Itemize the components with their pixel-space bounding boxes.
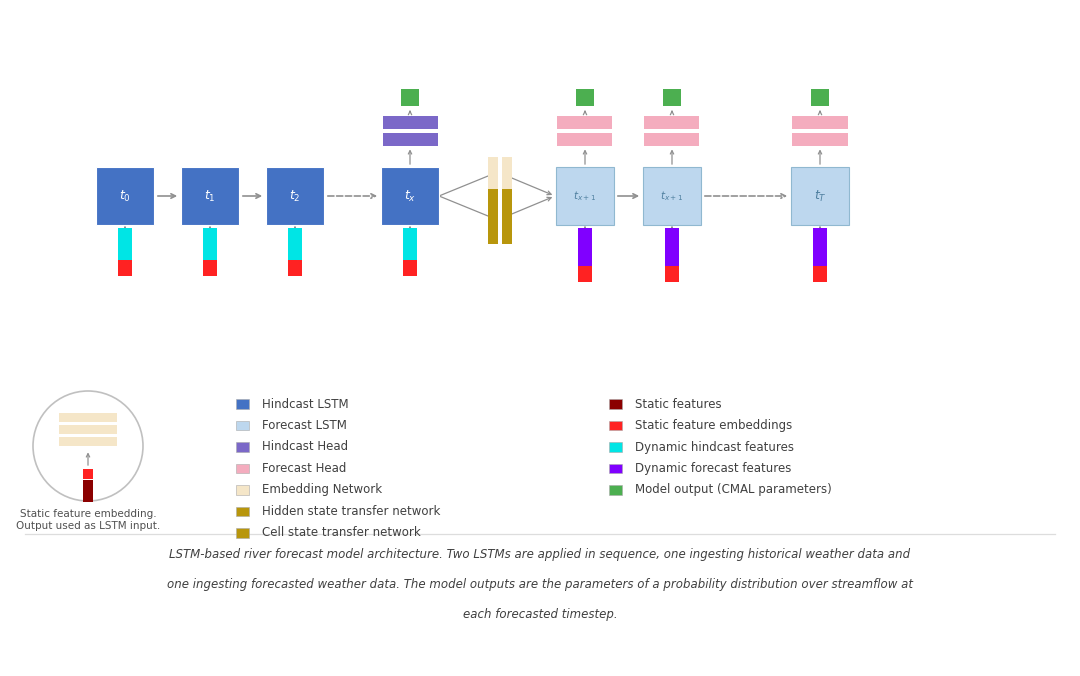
FancyBboxPatch shape (608, 443, 621, 452)
FancyBboxPatch shape (83, 469, 93, 479)
FancyBboxPatch shape (59, 425, 117, 433)
Text: one ingesting forecasted weather data. The model outputs are the parameters of a: one ingesting forecasted weather data. T… (167, 578, 913, 591)
FancyBboxPatch shape (663, 89, 680, 106)
FancyBboxPatch shape (235, 529, 248, 537)
Text: Cell state transfer network: Cell state transfer network (262, 527, 421, 539)
Text: $t_{x+1}$: $t_{x+1}$ (573, 189, 596, 203)
Text: each forecasted timestep.: each forecasted timestep. (462, 608, 618, 621)
FancyBboxPatch shape (811, 89, 828, 106)
FancyBboxPatch shape (266, 167, 324, 225)
FancyBboxPatch shape (235, 464, 248, 473)
Text: Hindcast LSTM: Hindcast LSTM (262, 397, 349, 410)
FancyBboxPatch shape (181, 167, 239, 225)
Text: Forecast Head: Forecast Head (262, 462, 347, 475)
FancyBboxPatch shape (235, 421, 248, 430)
Text: Embedding Network: Embedding Network (262, 483, 382, 496)
FancyBboxPatch shape (645, 116, 700, 128)
FancyBboxPatch shape (577, 89, 594, 106)
Text: $t_0$: $t_0$ (119, 189, 131, 203)
Text: Hindcast Head: Hindcast Head (262, 441, 348, 454)
FancyBboxPatch shape (488, 157, 498, 195)
Text: Dynamic hindcast features: Dynamic hindcast features (635, 441, 794, 454)
Text: Static feature embedding.
Output used as LSTM input.: Static feature embedding. Output used as… (16, 509, 160, 531)
FancyBboxPatch shape (665, 228, 679, 266)
FancyBboxPatch shape (608, 421, 621, 430)
FancyBboxPatch shape (118, 228, 132, 260)
Text: $t_2$: $t_2$ (289, 189, 300, 203)
FancyBboxPatch shape (791, 167, 849, 225)
FancyBboxPatch shape (793, 116, 848, 128)
FancyBboxPatch shape (488, 189, 498, 243)
Text: $t_T$: $t_T$ (813, 189, 826, 203)
FancyBboxPatch shape (118, 260, 132, 276)
FancyBboxPatch shape (96, 167, 154, 225)
Text: Forecast LSTM: Forecast LSTM (262, 419, 347, 432)
FancyBboxPatch shape (557, 116, 612, 128)
FancyBboxPatch shape (235, 400, 248, 408)
FancyBboxPatch shape (643, 167, 701, 225)
Text: $t_1$: $t_1$ (204, 189, 216, 203)
FancyBboxPatch shape (608, 464, 621, 473)
FancyBboxPatch shape (813, 266, 827, 282)
FancyBboxPatch shape (403, 228, 417, 260)
FancyBboxPatch shape (203, 260, 217, 276)
FancyBboxPatch shape (557, 132, 612, 145)
FancyBboxPatch shape (556, 167, 615, 225)
Text: LSTM-based river forecast model architecture. Two LSTMs are applied in sequence,: LSTM-based river forecast model architec… (170, 548, 910, 561)
FancyBboxPatch shape (645, 132, 700, 145)
FancyBboxPatch shape (578, 228, 592, 266)
FancyBboxPatch shape (288, 228, 302, 260)
FancyBboxPatch shape (502, 157, 512, 195)
Text: $t_x$: $t_x$ (404, 189, 416, 203)
FancyBboxPatch shape (608, 400, 621, 408)
Text: Model output (CMAL parameters): Model output (CMAL parameters) (635, 483, 832, 496)
FancyBboxPatch shape (665, 266, 679, 282)
FancyBboxPatch shape (59, 412, 117, 422)
FancyBboxPatch shape (402, 89, 419, 106)
FancyBboxPatch shape (382, 132, 437, 145)
Text: Hidden state transfer network: Hidden state transfer network (262, 505, 441, 518)
FancyBboxPatch shape (403, 260, 417, 276)
Text: Static feature embeddings: Static feature embeddings (635, 419, 793, 432)
FancyBboxPatch shape (59, 437, 117, 445)
FancyBboxPatch shape (235, 507, 248, 516)
FancyBboxPatch shape (203, 228, 217, 260)
FancyBboxPatch shape (288, 260, 302, 276)
FancyBboxPatch shape (793, 132, 848, 145)
FancyBboxPatch shape (502, 189, 512, 243)
FancyBboxPatch shape (235, 443, 248, 452)
FancyBboxPatch shape (83, 480, 93, 502)
FancyBboxPatch shape (235, 485, 248, 495)
FancyBboxPatch shape (381, 167, 438, 225)
Text: $t_{x+1}$: $t_{x+1}$ (660, 189, 684, 203)
Text: Dynamic forecast features: Dynamic forecast features (635, 462, 792, 475)
FancyBboxPatch shape (578, 266, 592, 282)
FancyBboxPatch shape (608, 485, 621, 495)
FancyBboxPatch shape (382, 116, 437, 128)
FancyBboxPatch shape (813, 228, 827, 266)
Text: Static features: Static features (635, 397, 721, 410)
